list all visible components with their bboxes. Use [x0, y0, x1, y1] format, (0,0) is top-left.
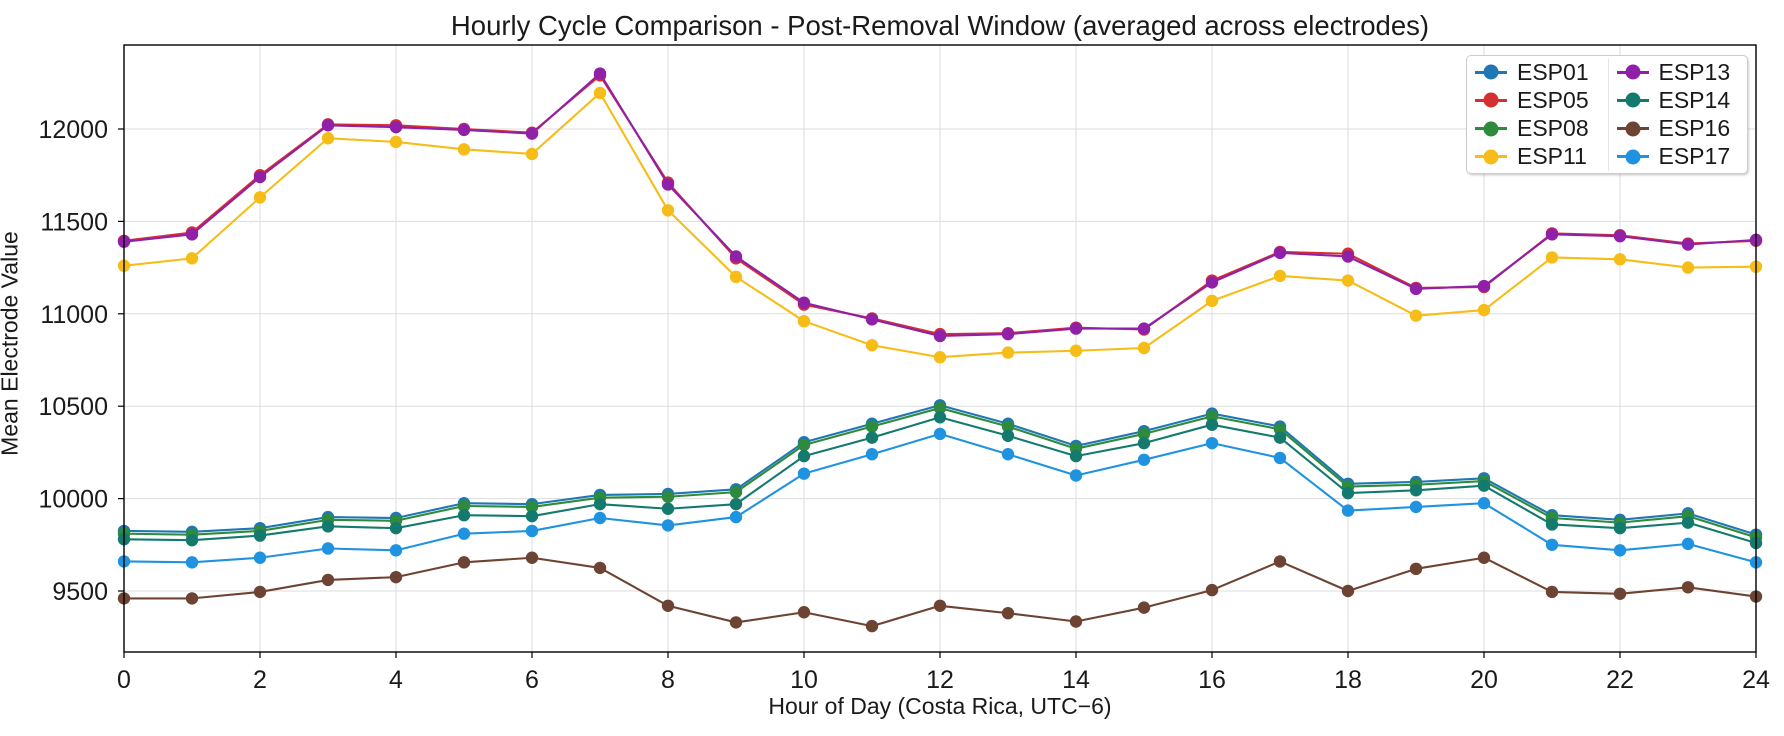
svg-text:20: 20: [1470, 666, 1498, 694]
svg-text:9500: 9500: [52, 578, 108, 606]
svg-text:12: 12: [926, 666, 954, 694]
svg-text:10500: 10500: [38, 393, 108, 421]
svg-text:11000: 11000: [40, 301, 108, 329]
svg-text:6: 6: [525, 666, 539, 694]
svg-text:8: 8: [661, 666, 675, 694]
svg-text:14: 14: [1062, 666, 1090, 694]
svg-text:11500: 11500: [40, 208, 108, 236]
svg-text:16: 16: [1198, 666, 1226, 694]
svg-text:10000: 10000: [38, 486, 108, 514]
svg-text:2: 2: [253, 666, 267, 694]
svg-text:12000: 12000: [38, 116, 108, 144]
svg-text:24: 24: [1742, 666, 1770, 694]
svg-text:4: 4: [389, 666, 403, 694]
svg-text:10: 10: [790, 666, 818, 694]
svg-text:18: 18: [1334, 666, 1362, 694]
svg-text:22: 22: [1606, 666, 1634, 694]
svg-text:0: 0: [117, 666, 131, 694]
